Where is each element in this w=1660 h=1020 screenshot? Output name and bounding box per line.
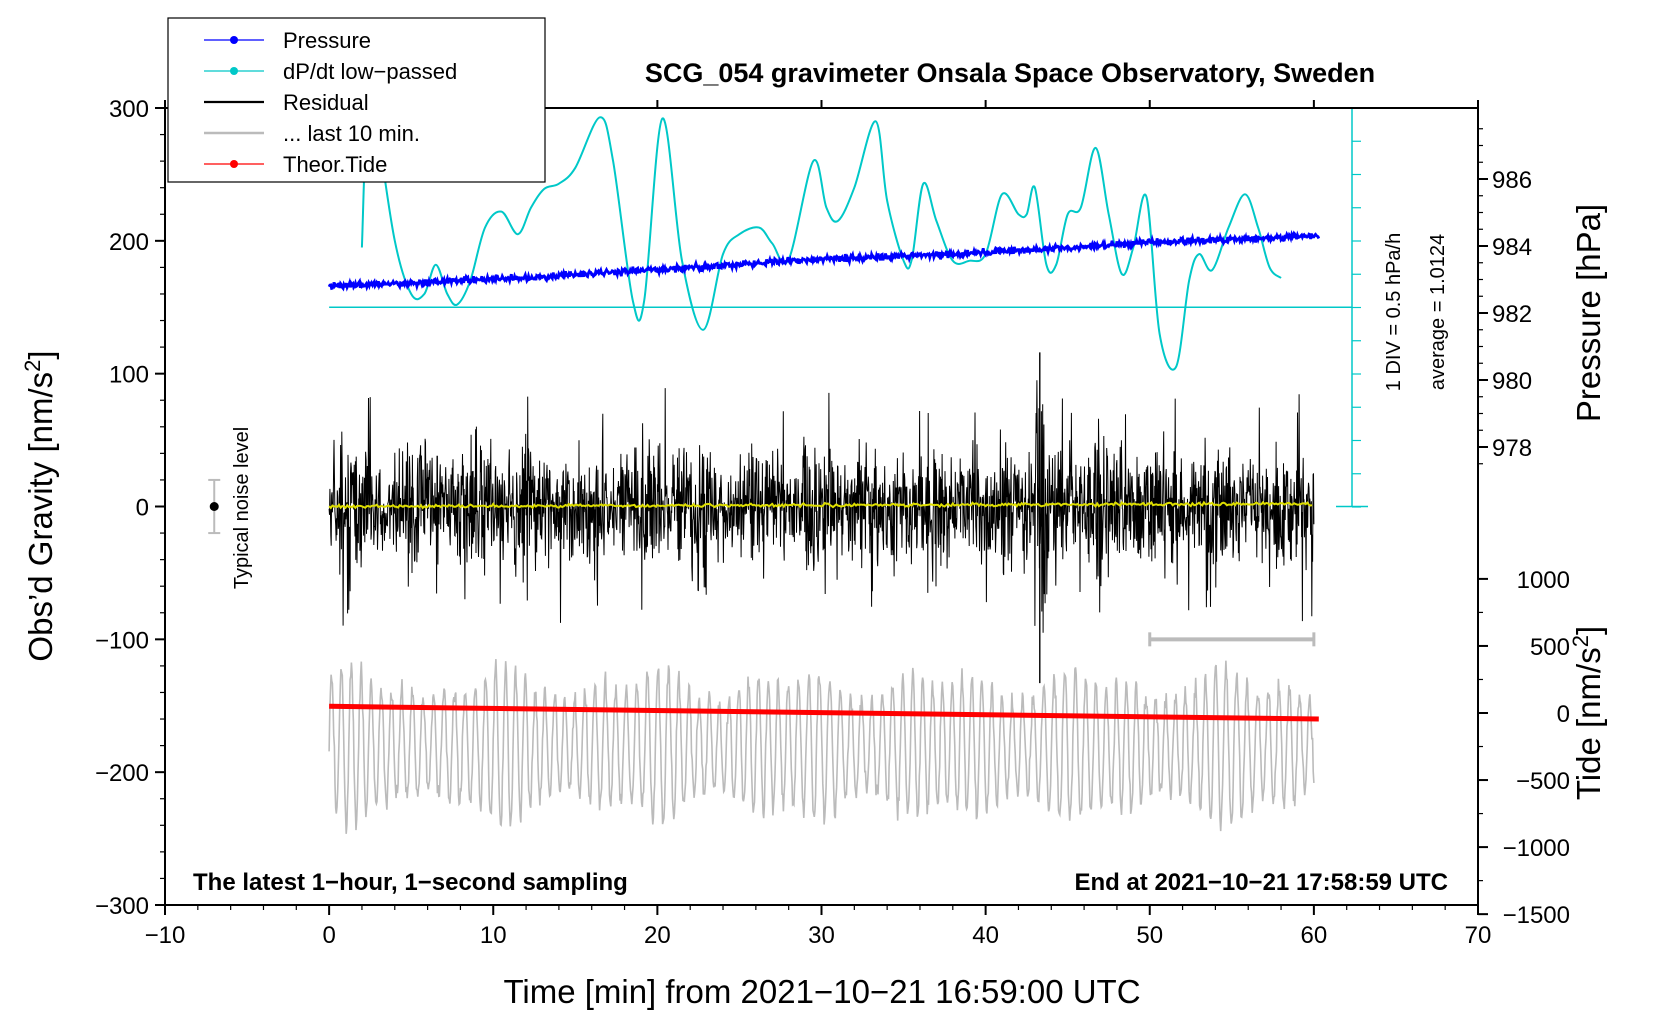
- x-tick-label: 40: [972, 922, 999, 949]
- tide-tick-label: −1000: [1503, 835, 1570, 862]
- legend-label: ... last 10 min.: [283, 121, 420, 146]
- legend-marker: [230, 160, 238, 168]
- y-left-tick-label: −100: [95, 627, 149, 654]
- series-residual-smoothed: [328, 500, 1313, 510]
- noise-level-label: Typical noise level: [231, 427, 253, 589]
- x-tick-label: 50: [1136, 922, 1163, 949]
- pressure-div-note: 1 DIV = 0.5 hPa/h: [1383, 233, 1405, 391]
- x-tick-label: 20: [644, 922, 671, 949]
- pressure-tick-label: 984: [1492, 234, 1532, 261]
- y-left-tick-label: 0: [136, 495, 149, 522]
- y-left-tick-label: 100: [109, 362, 149, 389]
- x-tick-label: −10: [145, 922, 186, 949]
- tide-tick-label: −500: [1516, 768, 1570, 795]
- tide-tick-label: −1500: [1503, 902, 1570, 929]
- legend: Pressure dP/dt low−passed Residual ... last…: [167, 17, 546, 183]
- pressure-tick-label: 978: [1492, 435, 1532, 462]
- series-theoretical-tide: [329, 703, 1319, 722]
- y-left-tick-label: −300: [95, 893, 149, 920]
- pressure-tick-label: 982: [1492, 301, 1532, 328]
- series-pressure: [327, 229, 1321, 292]
- legend-box: [167, 17, 546, 183]
- tide-tick-label: 1000: [1517, 567, 1570, 594]
- x-tick-label: 60: [1301, 922, 1328, 949]
- pressure-tick-label: 986: [1492, 167, 1532, 194]
- x-axis-label: Time [min] from 2021−10−21 16:59:00 UTC: [503, 973, 1140, 1010]
- series-residual: [328, 380, 1315, 633]
- legend-label: dP/dt low−passed: [283, 59, 457, 84]
- y-left-tick-label: 300: [109, 96, 149, 123]
- sampling-note: The latest 1−hour, 1−second sampling: [193, 869, 628, 896]
- x-tick-label: 70: [1465, 922, 1492, 949]
- legend-label: Theor.Tide: [283, 152, 387, 177]
- end-time-note: End at 2021−10−21 17:58:59 UTC: [1074, 869, 1448, 896]
- tide-tick-label: 0: [1557, 701, 1570, 728]
- series-last-10-min: [328, 659, 1315, 834]
- tide-tick-label: 500: [1530, 634, 1570, 661]
- x-tick-label: 30: [808, 922, 835, 949]
- y-left-tick-label: −200: [95, 760, 149, 787]
- y-axis-label-pressure: Pressure [hPa]: [1570, 204, 1607, 422]
- y-axis-label-tide: Tide [nm/s2]: [1568, 626, 1607, 800]
- pressure-tick-label: 980: [1492, 368, 1532, 395]
- x-tick-label: 0: [322, 922, 335, 949]
- chart-title: SCG_054 gravimeter Onsala Space Observat…: [645, 58, 1375, 88]
- legend-label: Pressure: [283, 28, 371, 53]
- legend-label: Residual: [283, 90, 369, 115]
- y-axis-label-gravity: Obs’d Gravity [nm/s2]: [20, 350, 59, 661]
- pressure-average-note: average = 1.0124: [1427, 234, 1449, 390]
- legend-marker: [230, 67, 238, 75]
- legend-marker: [230, 36, 238, 44]
- y-left-tick-label: 200: [109, 229, 149, 256]
- x-tick-label: 10: [480, 922, 507, 949]
- noise-level-dot: [209, 502, 219, 511]
